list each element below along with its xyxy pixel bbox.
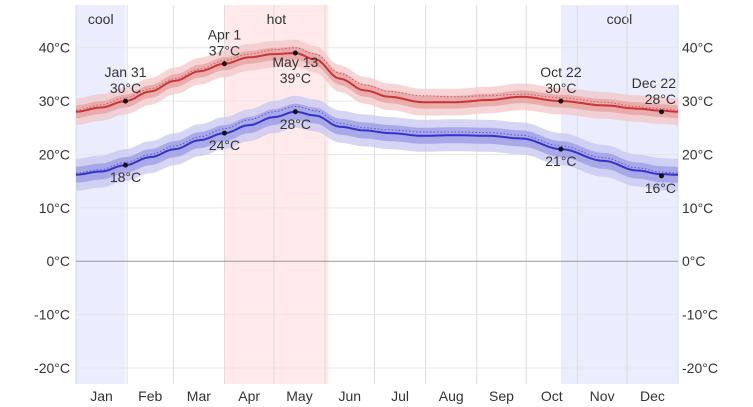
annotation-dot	[221, 130, 227, 136]
annotation-dot	[558, 98, 564, 104]
y-tick-label-right: -20°C	[682, 360, 718, 376]
high-normal-line	[75, 47, 679, 111]
annotation-value: 28°C	[645, 91, 676, 107]
x-tick-label-oct: Oct	[541, 388, 563, 404]
x-tick-label-mar: Mar	[187, 388, 211, 404]
annotation-value: 16°C	[645, 180, 676, 196]
annotation-value: 28°C	[280, 116, 311, 132]
annotation-value: 30°C	[545, 80, 576, 96]
x-tick-label-aug: Aug	[439, 388, 464, 404]
season-bands: cool hot cool	[76, 5, 678, 384]
y-tick-label-right: 10°C	[682, 200, 713, 216]
annotation-dot	[122, 98, 128, 104]
x-tick-label-feb: Feb	[138, 388, 162, 404]
x-tick-label-dec: Dec	[640, 388, 665, 404]
x-tick-label-jun: Jun	[338, 388, 361, 404]
y-tick-label-right: 20°C	[682, 146, 713, 162]
y-tick-label-left: -20°C	[34, 360, 70, 376]
annotation-value: 18°C	[110, 169, 141, 185]
y-tick-label-right: 30°C	[682, 93, 713, 109]
y-tick-label-left: 40°C	[39, 40, 70, 56]
annotation-value: 39°C	[280, 70, 311, 86]
annotation-dot	[122, 162, 128, 168]
annotation-dot	[659, 109, 665, 115]
low-temperature-line	[75, 110, 678, 176]
annotation-dot	[558, 146, 564, 152]
annotation-date: May 13	[272, 54, 318, 70]
season-label-cool: cool	[88, 11, 114, 27]
y-tick-label-left: -10°C	[34, 307, 70, 323]
annotation-value: 24°C	[209, 137, 240, 153]
season-band-cool	[76, 5, 126, 384]
y-tick-label-left: 10°C	[39, 200, 70, 216]
annotation-dot	[659, 173, 665, 179]
y-tick-label-left: 0°C	[47, 253, 71, 269]
x-tick-label-may: May	[286, 388, 312, 404]
axes: 40°C 40°C 30°C 30°C 20°C 20°C 10°C 10°C 0°C 0°C -1…	[34, 40, 718, 404]
season-label-hot: hot	[267, 11, 287, 27]
x-tick-label-jan: Jan	[90, 388, 113, 404]
annotation-value: 30°C	[110, 80, 141, 96]
y-tick-label-right: 0°C	[682, 253, 706, 269]
y-tick-label-left: 30°C	[39, 93, 70, 109]
season-label-cool: cool	[607, 11, 633, 27]
annotation-value: 21°C	[545, 153, 576, 169]
annotation-date: Oct 22	[540, 64, 581, 80]
y-tick-label-left: 20°C	[39, 146, 70, 162]
y-tick-label-right: -10°C	[682, 307, 718, 323]
x-tick-label-sep: Sep	[489, 388, 514, 404]
high-temperature-line	[75, 51, 679, 113]
annotation-date: Apr 1	[208, 27, 242, 43]
annotation-dot	[292, 109, 298, 115]
season-band-cool	[560, 5, 678, 384]
x-tick-label-jul: Jul	[391, 388, 409, 404]
series-lines	[75, 47, 679, 176]
low-normal-line	[75, 105, 679, 174]
annotation-dot	[221, 61, 227, 67]
annotation-dot	[292, 50, 298, 56]
annotation-value: 37°C	[209, 43, 240, 59]
annotation-date: Dec 22	[632, 75, 677, 91]
y-tick-label-right: 40°C	[682, 40, 713, 56]
x-tick-label-apr: Apr	[238, 388, 260, 404]
low-outer-band	[76, 95, 678, 191]
x-tick-label-nov: Nov	[590, 388, 615, 404]
annotation-date: Jan 31	[104, 64, 146, 80]
low-inner-band	[76, 103, 678, 183]
